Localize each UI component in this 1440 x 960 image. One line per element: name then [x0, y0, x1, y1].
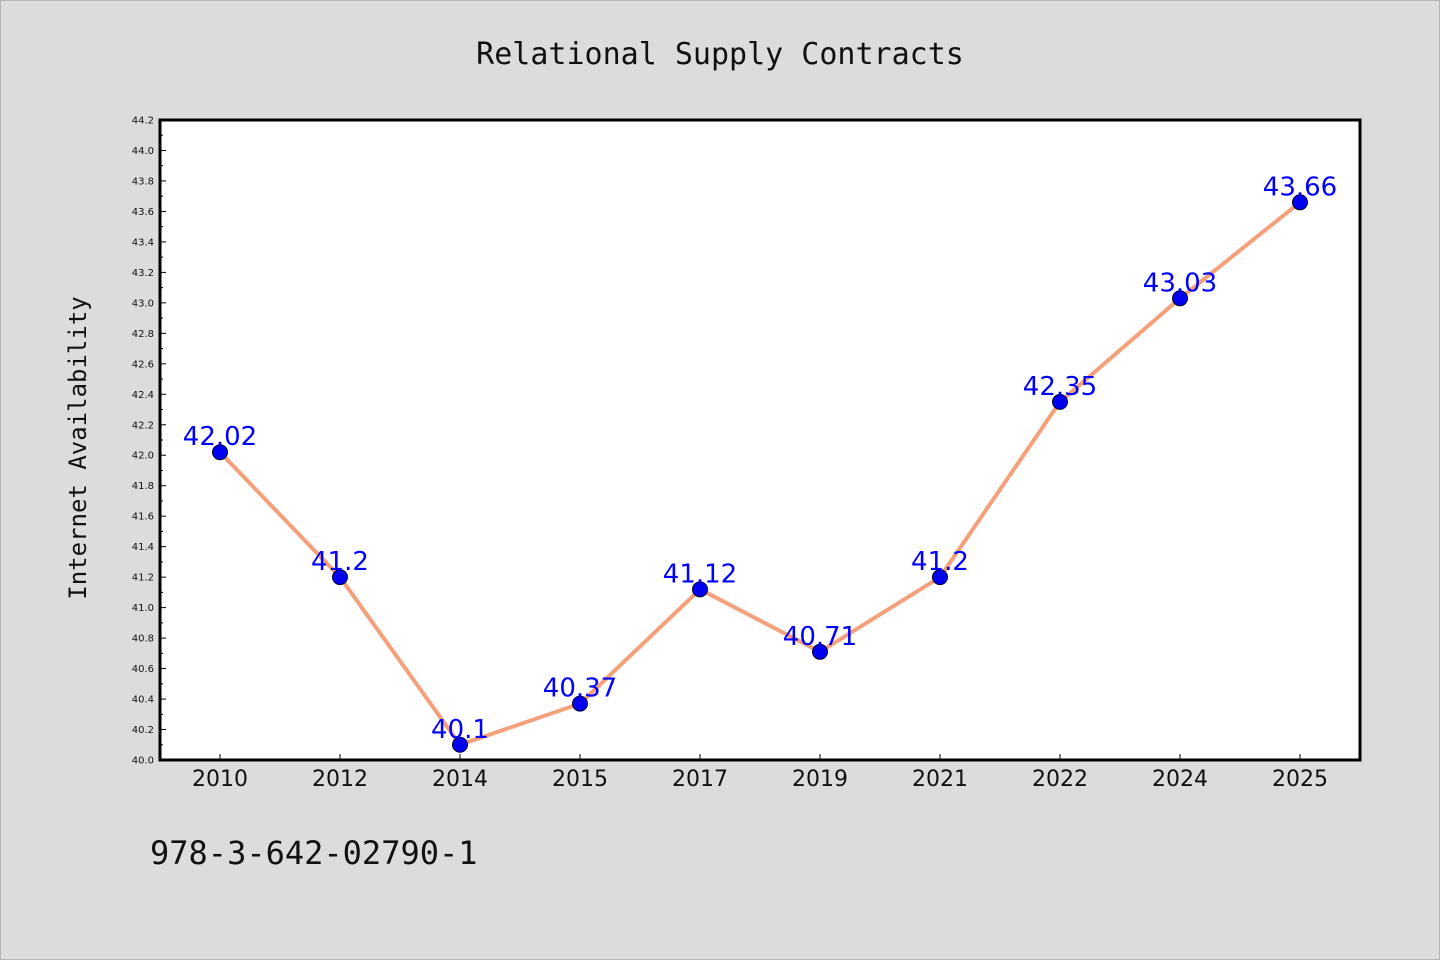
- data-point-label: 40.37: [543, 674, 617, 704]
- y-tick-label: 44.0: [132, 146, 154, 157]
- y-tick-label: 43.2: [132, 268, 154, 279]
- data-point-label: 41.2: [911, 547, 969, 577]
- y-tick-label: 43.4: [132, 237, 154, 248]
- data-point-marker: [1292, 194, 1308, 211]
- y-tick-label: 41.6: [132, 512, 154, 523]
- series-line-group: [218, 200, 1302, 747]
- data-point-marker: [332, 569, 348, 586]
- y-tick-label: 42.4: [132, 390, 154, 401]
- data-point-marker: [212, 444, 228, 461]
- series-line: [218, 200, 1302, 747]
- y-tick-label: 42.8: [132, 329, 154, 340]
- x-tick-label: 2025: [1272, 767, 1328, 792]
- isbn-text: 978-3-642-02790-1: [150, 834, 478, 872]
- y-tick-label: 41.8: [132, 481, 154, 492]
- data-point-label: 43.03: [1143, 268, 1217, 298]
- x-tick-label: 2014: [432, 767, 488, 792]
- y-tick-label: 42.0: [132, 451, 154, 462]
- data-point-label: 41.12: [663, 559, 737, 589]
- y-tick-label: 41.2: [132, 573, 154, 584]
- data-point-marker: [1052, 393, 1068, 410]
- y-tick-label: 40.0: [132, 756, 154, 767]
- x-tick-label: 2017: [672, 767, 728, 792]
- plot-area: [160, 120, 1360, 760]
- y-tick-label: 40.2: [132, 725, 154, 736]
- x-tick-label: 2021: [912, 767, 968, 792]
- y-tick-label: 43.6: [132, 207, 154, 218]
- y-tick-label: 40.8: [132, 634, 154, 645]
- data-point-label: 43.66: [1263, 172, 1337, 202]
- y-tick-label: 40.6: [132, 664, 154, 675]
- y-tick-label: 43.8: [132, 176, 154, 187]
- x-tick-label: 2010: [192, 767, 248, 792]
- y-tick-label: 40.4: [132, 695, 154, 706]
- data-labels: 42.02 41.2 40.1 40.37 41.12 40.71 41.2 42.35 43.…: [183, 172, 1337, 744]
- y-axis-label: Internet Availability: [64, 296, 92, 599]
- data-markers: [212, 194, 1308, 753]
- data-point-marker: [572, 695, 588, 712]
- y-tick-label: 41.0: [132, 603, 154, 614]
- data-point-label: 40.1: [431, 715, 489, 745]
- data-point-label: 41.2: [311, 547, 369, 577]
- y-tick-label: 43.0: [132, 298, 154, 309]
- y-tick-label: 44.2: [132, 116, 154, 127]
- chart-title: Relational Supply Contracts: [476, 37, 964, 72]
- data-point-label: 42.02: [183, 422, 257, 452]
- data-point-marker: [452, 736, 468, 753]
- data-point-marker: [932, 569, 948, 586]
- plot-frame: [158, 118, 1362, 762]
- y-axis-ticks: 40.0 40.2 40.4 40.6 40.8 41.0 41.2 41.4 41.6 41.8…: [132, 116, 166, 767]
- y-tick-label: 42.6: [132, 359, 154, 370]
- y-tick-label: 42.2: [132, 420, 154, 431]
- x-tick-label: 2019: [792, 767, 848, 792]
- data-point-label: 42.35: [1023, 372, 1097, 402]
- x-tick-label: 2022: [1032, 767, 1088, 792]
- y-tick-label: 41.4: [132, 542, 154, 553]
- data-point-label: 40.71: [783, 622, 857, 652]
- data-point-marker: [812, 643, 828, 660]
- x-axis-ticks: 2010 2012 2014 2015 2017 2019 2021 2022 2024 2025: [192, 754, 1328, 792]
- x-tick-label: 2015: [552, 767, 608, 792]
- data-point-marker: [1172, 290, 1188, 307]
- x-tick-label: 2024: [1152, 767, 1208, 792]
- data-point-marker: [692, 581, 708, 598]
- x-tick-label: 2012: [312, 767, 368, 792]
